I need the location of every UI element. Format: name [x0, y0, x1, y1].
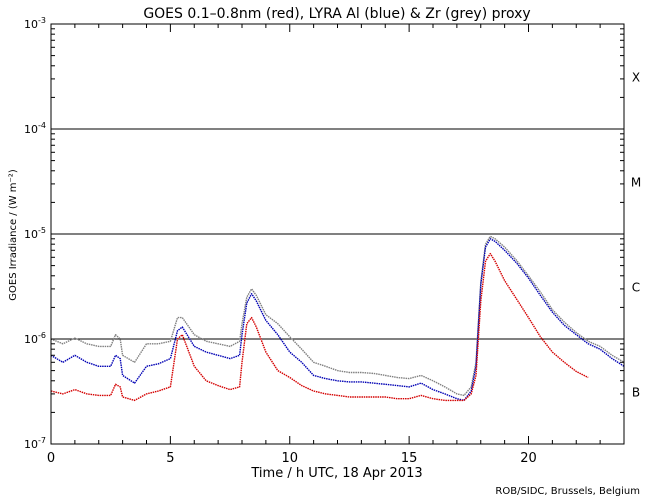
chart-title: GOES 0.1–0.8nm (red), LYRA Al (blue) & Z…	[143, 6, 530, 22]
y-tick-label: 10-4	[24, 121, 46, 136]
series-line-2	[50, 252, 589, 402]
y-axis-label: GOES Irradiance / (W m⁻²)	[8, 169, 19, 301]
x-tick-label: 5	[166, 451, 174, 466]
flare-class-label-b: B	[632, 386, 640, 400]
x-tick-label: 20	[520, 451, 537, 466]
x-axis-label: Time / h UTC, 18 Apr 2013	[250, 466, 422, 481]
x-tick-label: 10	[281, 451, 298, 466]
flare-class-label-m: M	[631, 176, 641, 190]
series-line-0	[50, 235, 625, 397]
x-tick-label: 15	[401, 451, 418, 466]
flare-class-label-x: X	[632, 71, 640, 85]
flare-class-label-c: C	[632, 281, 640, 295]
credit-label: ROB/SIDC, Brussels, Belgium	[495, 486, 640, 497]
x-tick-label: 0	[47, 451, 55, 466]
y-tick-label: 10-7	[24, 436, 46, 451]
y-tick-label: 10-6	[24, 331, 46, 346]
y-tick-label: 10-3	[24, 16, 46, 31]
y-tick-label: 10-5	[24, 226, 46, 241]
